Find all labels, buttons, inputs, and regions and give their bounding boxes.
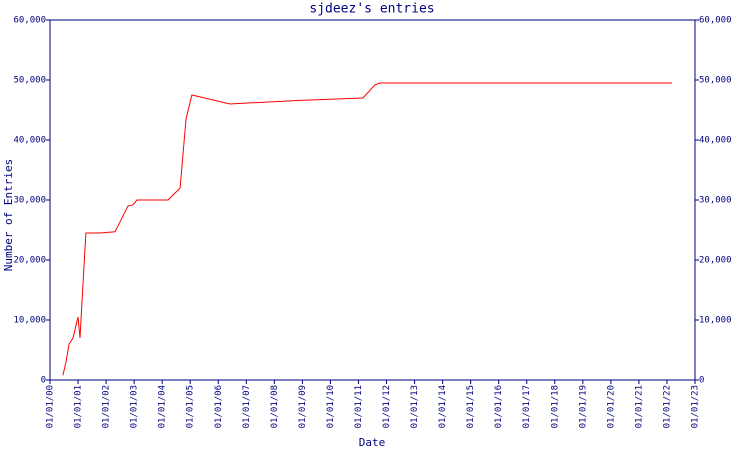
y2-tick-label: 0: [699, 376, 704, 386]
chart-title: sjdeez's entries: [309, 2, 434, 17]
y-tick-label: 20,000: [13, 256, 46, 266]
x-tick-label: 01/01/23: [691, 385, 701, 428]
x-tick-label: 01/01/19: [578, 385, 588, 428]
x-tick-label: 01/01/12: [382, 385, 392, 428]
x-tick-label: 01/01/07: [242, 385, 252, 428]
y2-tick-label: 10,000: [699, 316, 732, 326]
x-tick-label: 01/01/17: [522, 385, 532, 428]
x-tick-label: 01/01/09: [298, 385, 308, 428]
x-tick-label: 01/01/00: [46, 385, 56, 428]
x-tick-label: 01/01/21: [634, 385, 644, 428]
x-tick-label: 01/01/03: [130, 385, 140, 428]
x-tick-label: 01/01/22: [662, 385, 672, 428]
y-tick-label: 40,000: [13, 136, 46, 146]
x-tick-label: 01/01/01: [74, 385, 84, 428]
x-axis-label: Date: [359, 436, 386, 449]
x-tick-label: 01/01/04: [158, 385, 168, 428]
x-tick-label: 01/01/16: [494, 385, 504, 428]
y-tick-label: 30,000: [13, 196, 46, 206]
x-tick-label: 01/01/02: [102, 385, 112, 428]
x-tick-label: 01/01/15: [466, 385, 476, 428]
x-tick-label: 01/01/10: [326, 385, 336, 428]
x-tick-label: 01/01/06: [214, 385, 224, 428]
x-tick-label: 01/01/11: [354, 385, 364, 428]
x-tick-label: 01/01/20: [606, 385, 616, 428]
y-tick-label: 60,000: [13, 16, 46, 26]
y-tick-label: 10,000: [13, 316, 46, 326]
y2-tick-label: 50,000: [699, 76, 732, 86]
x-tick-label: 01/01/13: [410, 385, 420, 428]
x-tick-label: 01/01/14: [438, 385, 448, 428]
y-axis-label: Number of Entries: [2, 159, 15, 272]
y2-tick-label: 60,000: [699, 16, 732, 26]
y-tick-label: 0: [41, 376, 46, 386]
data-line: [62, 82, 673, 376]
y-tick-label: 50,000: [13, 76, 46, 86]
y2-tick-label: 40,000: [699, 136, 732, 146]
x-tick-label: 01/01/18: [550, 385, 560, 428]
x-tick-label: 01/01/05: [186, 385, 196, 428]
y2-tick-label: 30,000: [699, 196, 732, 206]
y2-tick-label: 20,000: [699, 256, 732, 266]
x-tick-label: 01/01/08: [270, 385, 280, 428]
